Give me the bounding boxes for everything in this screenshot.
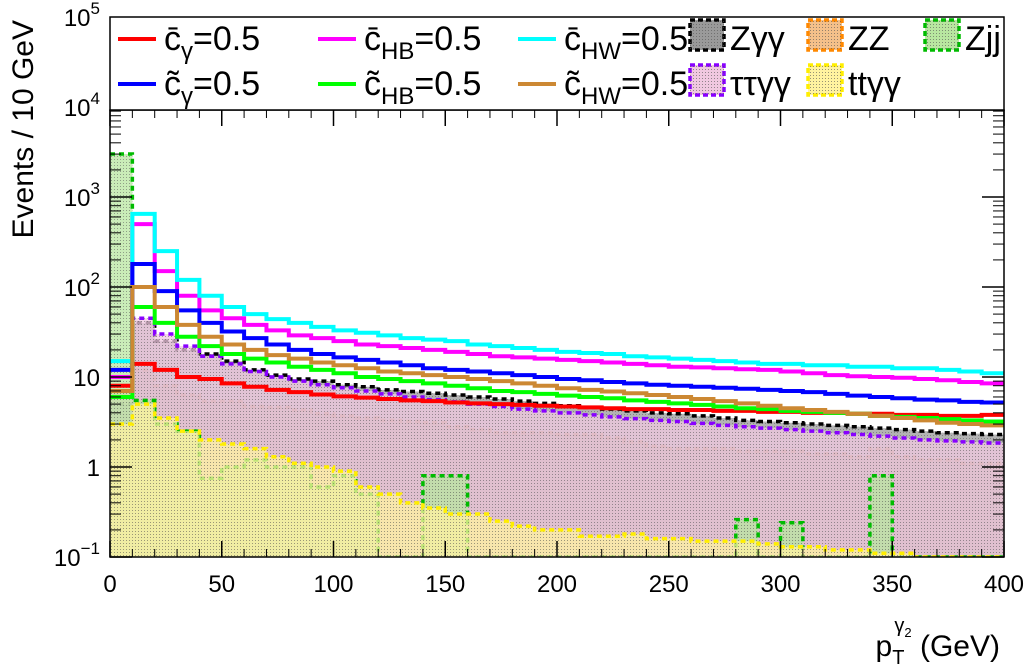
legend-swatch-hatch-3 bbox=[690, 65, 724, 95]
y-tick-label-6: 105 bbox=[64, 0, 100, 32]
legend-label-signal-3: c̃γ=0.5 bbox=[164, 65, 260, 110]
y-tick-label-2: 10 bbox=[73, 365, 100, 392]
legend-label-signal-0: c̄γ=0.5 bbox=[164, 20, 260, 65]
x-tick-label-7: 350 bbox=[872, 571, 912, 598]
legend-label-bg-2: Zjj bbox=[965, 20, 1001, 58]
legend-label-bg-1: ZZ bbox=[848, 20, 890, 58]
x-axis-title: pTγ2 (GeV) bbox=[876, 615, 1001, 666]
x-tick-label-1: 50 bbox=[208, 571, 235, 598]
legend-label-bg-0: Zγγ bbox=[730, 20, 785, 58]
y-tick-label-3: 102 bbox=[64, 269, 100, 302]
x-tick-label-2: 100 bbox=[313, 571, 353, 598]
legend-swatch-hatch-1 bbox=[808, 20, 842, 50]
bg-4-hatch bbox=[110, 404, 1004, 557]
legend-box bbox=[109, 16, 1005, 111]
y-axis-title: Events / 10 GeV bbox=[7, 20, 40, 238]
x-tick-label-3: 150 bbox=[425, 571, 465, 598]
signal-line-5 bbox=[110, 285, 1004, 428]
bg-4-line bbox=[110, 402, 1004, 557]
x-tick-label-0: 0 bbox=[103, 571, 116, 598]
bg-3-line bbox=[110, 316, 1004, 445]
legend-label-bg-4: ttγγ bbox=[848, 65, 901, 103]
signal-line-3 bbox=[110, 262, 1004, 405]
x-tick-label-4: 200 bbox=[537, 571, 577, 598]
y-tick-label-5: 104 bbox=[64, 89, 100, 122]
legend-swatch-hatch-4 bbox=[808, 65, 842, 95]
legend-swatch-hatch-0 bbox=[690, 20, 724, 50]
legend-label-signal-1: c̄HB=0.5 bbox=[364, 20, 481, 65]
legend-label-bg-3: ττγγ bbox=[730, 65, 791, 103]
legend: c̄γ=0.5 c̄HB=0.5 c̄HW=0.5 c̃γ=0.5 c̃HB=0.5 c̃… bbox=[118, 18, 1001, 110]
x-tick-label-8: 400 bbox=[984, 571, 1024, 598]
x-tick-label-6: 300 bbox=[760, 571, 800, 598]
legend-label-signal-5: c̃HW=0.5 bbox=[564, 65, 688, 110]
signal-line-2 bbox=[110, 211, 1004, 376]
signal-line-1 bbox=[110, 222, 1004, 386]
legend-label-signal-2: c̄HW=0.5 bbox=[564, 20, 688, 65]
bg-0-line bbox=[110, 321, 1004, 437]
y-tick-label-4: 103 bbox=[64, 179, 100, 212]
y-tick-label-0: 10−1 bbox=[54, 539, 100, 572]
y-tick-label-1: 1 bbox=[87, 455, 100, 482]
legend-swatch-hatch-2 bbox=[925, 20, 959, 50]
x-tick-label-5: 250 bbox=[649, 571, 689, 598]
legend-label-signal-4: c̃HB=0.5 bbox=[364, 65, 481, 110]
